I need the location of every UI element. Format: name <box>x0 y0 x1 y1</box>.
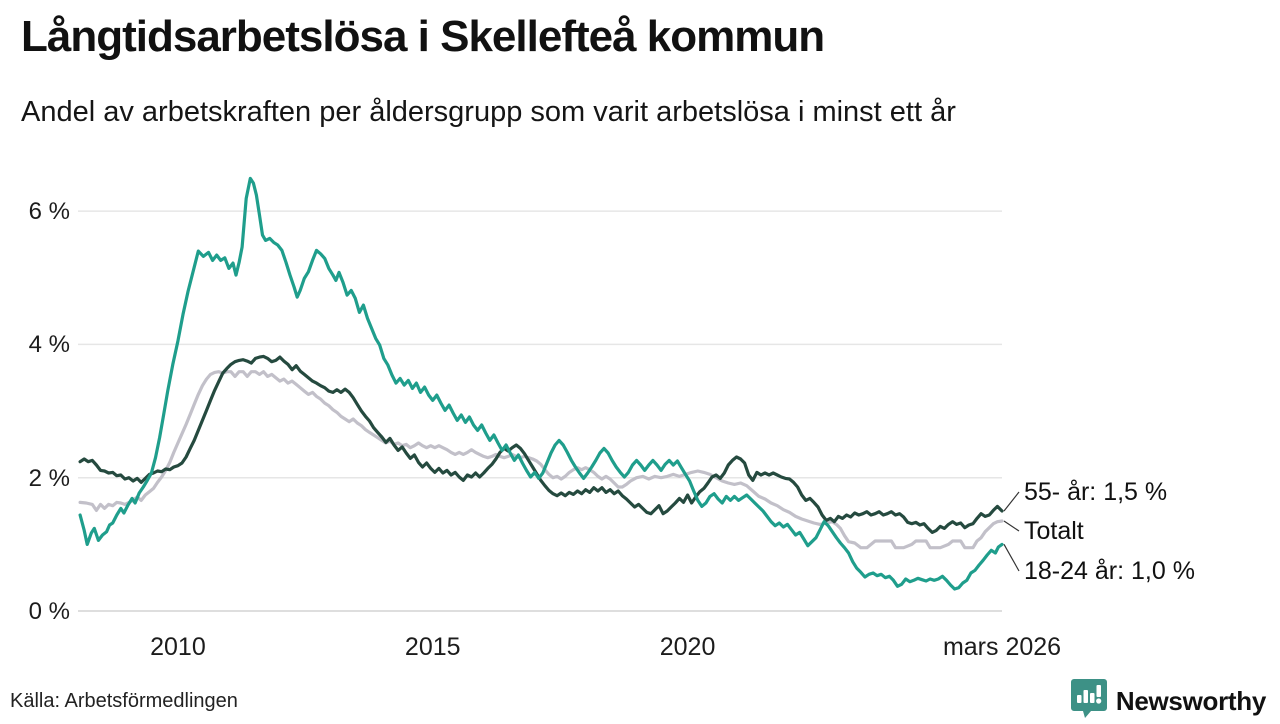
source-note: Källa: Arbetsförmedlingen <box>10 690 238 712</box>
series-line-0 <box>78 370 1004 550</box>
x-axis-tick-label: 2015 <box>404 633 461 661</box>
x-axis-tick-label: mars 2026 <box>942 633 1062 661</box>
newsworthy-logo: Newsworthy <box>1070 678 1266 724</box>
x-axis-tick-label: 2010 <box>150 633 206 661</box>
series-end-label: 55- år: 1,5 % <box>1024 478 1168 506</box>
series-line-1 <box>78 354 1004 535</box>
series-end-label: Totalt <box>1024 517 1084 545</box>
newsworthy-wordmark: Newsworthy <box>1115 685 1266 716</box>
chart-subtitle: Andel av arbetskraften per åldersgrupp s… <box>21 96 956 128</box>
page-title: Långtidsarbetslösa i Skellefteå kommun <box>21 12 825 61</box>
newsworthy-badge-icon <box>1070 678 1108 724</box>
series-line-2 <box>78 176 1004 591</box>
series-end-label: 18-24 år: 1,0 % <box>1024 557 1195 585</box>
y-axis-tick-label: 6 % <box>28 198 70 226</box>
x-axis-tick-label: 2020 <box>659 633 716 661</box>
y-axis-tick-label: 2 % <box>28 464 70 492</box>
y-axis-tick-label: 4 % <box>28 331 70 359</box>
y-axis-tick-label: 0 % <box>28 598 70 625</box>
